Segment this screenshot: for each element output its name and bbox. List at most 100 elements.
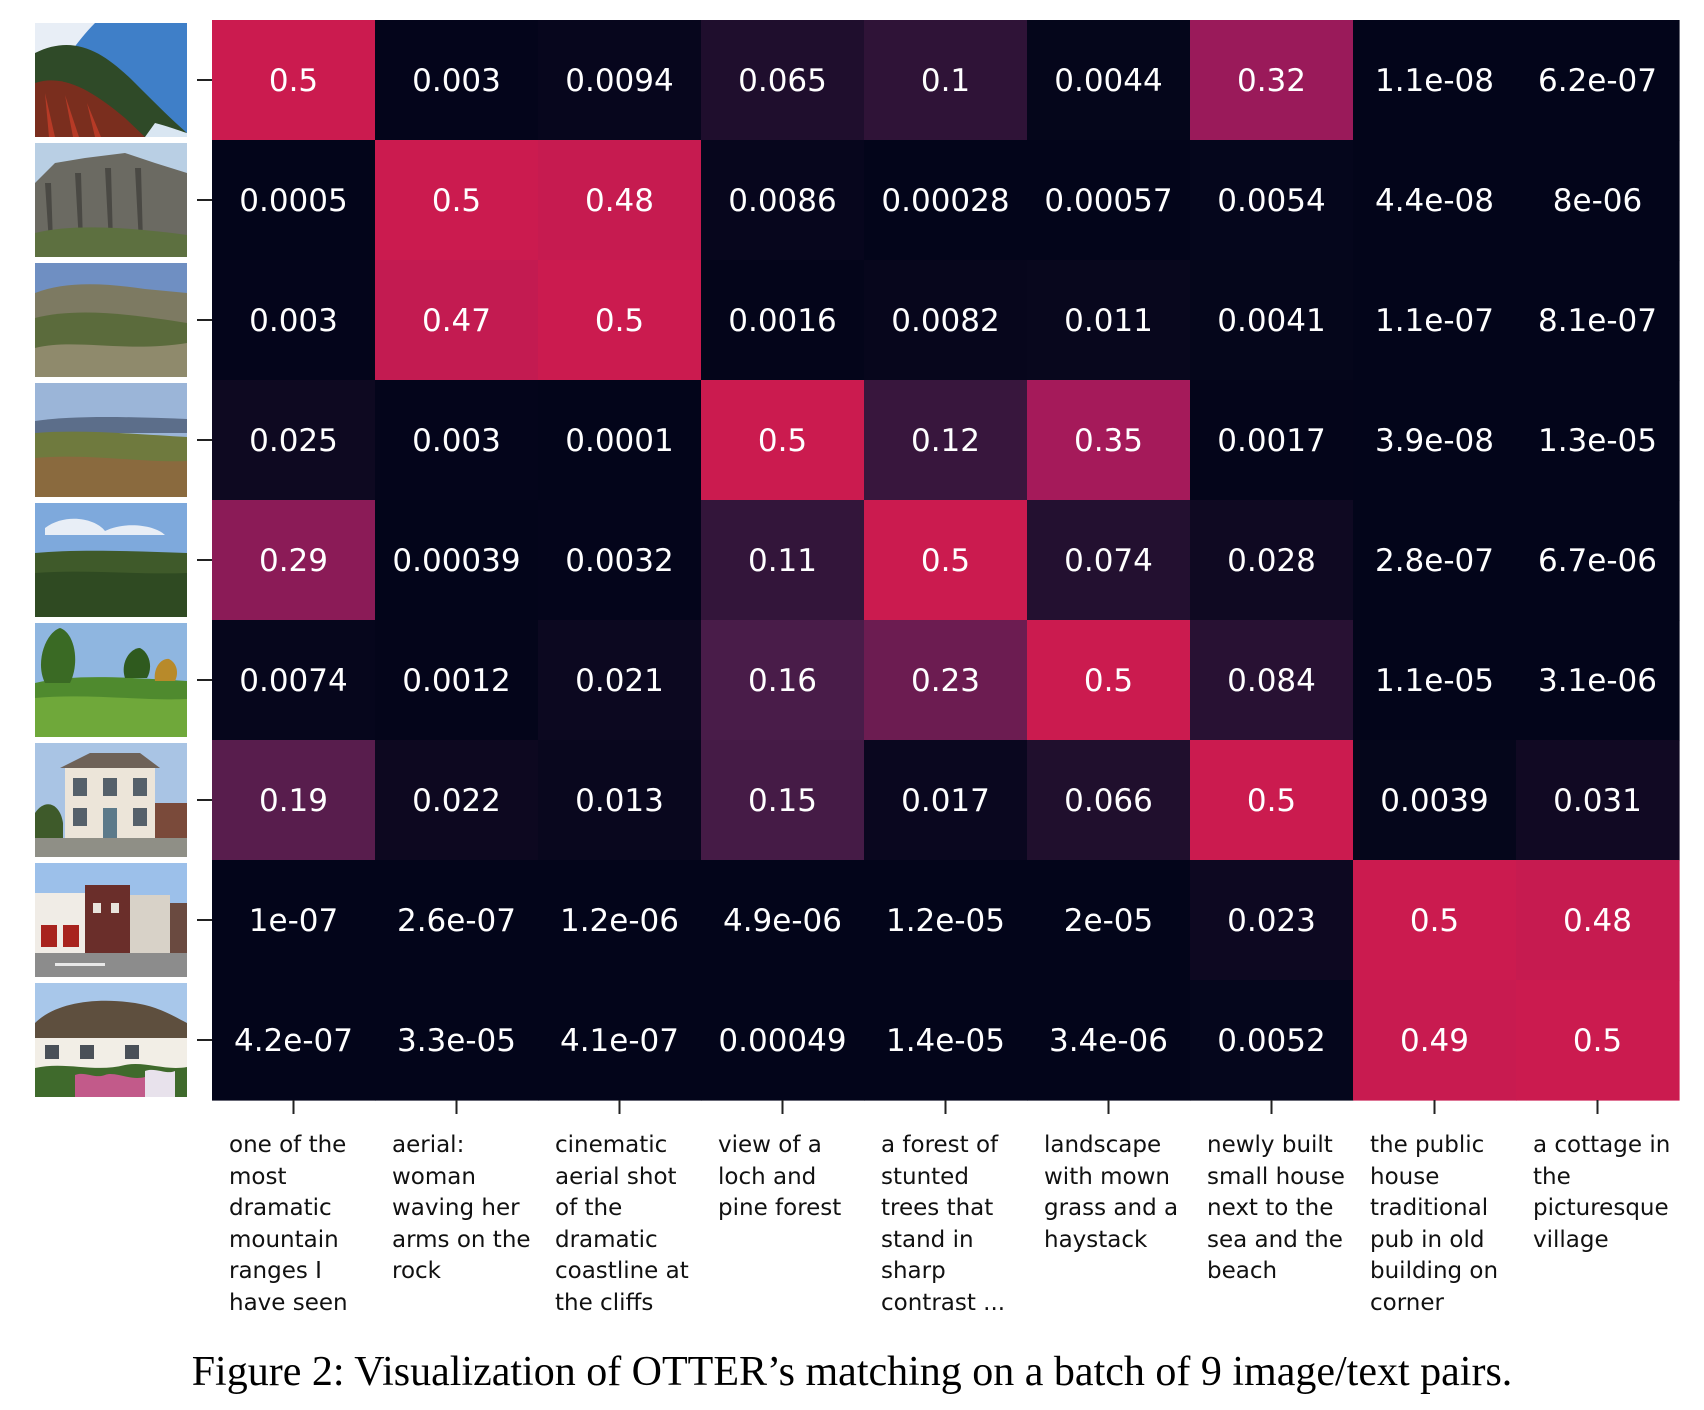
heatmap-cell	[212, 860, 376, 981]
x-axis-label: a forest of stunted trees that stand in …	[881, 1132, 1006, 1316]
heatmap-cell	[864, 380, 1028, 501]
cell-value-label: 0.0074	[239, 663, 347, 699]
cell-value-label: 0.32	[1237, 63, 1306, 99]
heatmap-cell	[1027, 860, 1191, 981]
heatmap-cell	[1027, 380, 1191, 501]
cell-value-label: 0.5	[432, 183, 481, 219]
heatmap-cell	[701, 20, 865, 141]
heatmap-cell	[1516, 980, 1680, 1101]
heatmap-cell	[1190, 620, 1354, 741]
image-1-mountain-coast-cliffs-thumbnail	[35, 23, 187, 137]
cell-value-label: 3.3e-05	[397, 1023, 516, 1059]
cell-value-label: 0.011	[1064, 303, 1153, 339]
cell-value-label: 4.4e-08	[1375, 183, 1494, 219]
x-axis-label: aerial: woman waving her arms on the roc…	[392, 1132, 531, 1284]
x-axis-label: a cottage in the picturesque village	[1533, 1132, 1671, 1253]
cell-value-label: 0.5	[1084, 663, 1133, 699]
cell-value-label: 0.0001	[565, 423, 673, 459]
heatmap-cell	[212, 980, 376, 1101]
cell-value-label: 0.5	[1410, 903, 1459, 939]
cell-value-label: 0.028	[1227, 543, 1316, 579]
cell-value-label: 0.23	[911, 663, 980, 699]
heatmap-cell	[212, 20, 376, 141]
x-axis-label: cinematic aerial shot of the dramatic co…	[555, 1132, 689, 1316]
cell-value-label: 0.0086	[728, 183, 836, 219]
cell-value-label: 0.0054	[1217, 183, 1325, 219]
heatmap-cell	[375, 140, 539, 261]
heatmap-cell	[1516, 500, 1680, 621]
heatmap-cell	[864, 860, 1028, 981]
cell-value-label: 4.9e-06	[723, 903, 842, 939]
heatmap-cell	[1353, 620, 1517, 741]
cell-value-label: 0.031	[1553, 783, 1642, 819]
heatmap-cell	[1516, 20, 1680, 141]
heatmap-cell	[1027, 980, 1191, 1101]
heatmap-cell	[1353, 20, 1517, 141]
heatmap-cell	[538, 740, 702, 861]
cell-value-label: 3.1e-06	[1538, 663, 1657, 699]
heatmap-cell	[538, 260, 702, 381]
cell-value-label: 0.5	[269, 63, 318, 99]
heatmap-cell	[1190, 500, 1354, 621]
cell-value-label: 1.1e-07	[1375, 303, 1494, 339]
cell-value-label: 4.2e-07	[234, 1023, 353, 1059]
x-axis-ticks	[292, 1100, 1599, 1114]
heatmap-cell	[212, 260, 376, 381]
heatmap-cell	[212, 500, 376, 621]
heatmap-cells	[212, 20, 1680, 1101]
heatmap-cell	[375, 260, 539, 381]
cell-value-label: 0.023	[1227, 903, 1316, 939]
heatmap-cell	[864, 500, 1028, 621]
heatmap-cell	[1516, 620, 1680, 741]
cell-value-label: 0.00057	[1044, 183, 1172, 219]
heatmap-cell	[212, 740, 376, 861]
image-8-street-pub-thumbnail	[35, 863, 187, 977]
cell-value-label: 0.48	[1563, 903, 1632, 939]
x-axis-label: one of the most dramatic mountain ranges…	[229, 1132, 348, 1316]
cell-value-label: 0.5	[595, 303, 644, 339]
heatmap-cell	[1353, 140, 1517, 261]
heatmap-cell	[864, 20, 1028, 141]
image-3-rocky-heathland-thumbnail	[35, 263, 187, 377]
cell-value-label: 0.00039	[392, 543, 520, 579]
heatmap-cell	[701, 140, 865, 261]
cell-value-label: 0.074	[1064, 543, 1153, 579]
cell-value-label: 0.0052	[1217, 1023, 1325, 1059]
x-axis-label: view of a loch and pine forest	[718, 1132, 842, 1221]
row-thumbnails	[35, 23, 187, 1097]
heatmap-cell	[538, 860, 702, 981]
heatmap-cell	[1190, 380, 1354, 501]
heatmap-cell	[1027, 740, 1191, 861]
heatmap-cell	[1353, 740, 1517, 861]
heatmap-cell	[1190, 260, 1354, 381]
cell-value-label: 0.0016	[728, 303, 836, 339]
heatmap-cell	[1353, 500, 1517, 621]
image-4-loch-view-moor-thumbnail	[35, 383, 187, 497]
heatmap-cell	[375, 380, 539, 501]
cell-value-label: 0.0005	[239, 183, 347, 219]
cell-value-label: 0.5	[921, 543, 970, 579]
y-axis-ticks	[197, 79, 212, 1041]
cell-value-label: 0.12	[911, 423, 980, 459]
cell-value-label: 0.0012	[402, 663, 510, 699]
cell-value-label: 0.15	[748, 783, 817, 819]
cell-value-label: 0.48	[585, 183, 654, 219]
heatmap-cell	[1190, 860, 1354, 981]
heatmap-cell	[864, 740, 1028, 861]
cell-value-label: 0.0094	[565, 63, 673, 99]
heatmap-cell	[538, 380, 702, 501]
image-5-forest-plain-thumbnail	[35, 503, 187, 617]
heatmap-cell	[701, 980, 865, 1101]
cell-value-label: 0.35	[1074, 423, 1143, 459]
cell-value-label: 0.0039	[1380, 783, 1488, 819]
heatmap-chart: 0.5 0.003 0.0094 0.065 0.1 0.0044 0.32 1.1e-08 6…	[35, 20, 1680, 1114]
heatmap-cell	[1353, 260, 1517, 381]
heatmap-cell	[1353, 860, 1517, 981]
cell-value-label: 0.0032	[565, 543, 673, 579]
heatmap-cell	[212, 620, 376, 741]
heatmap-cell	[538, 980, 702, 1101]
heatmap-cell	[212, 140, 376, 261]
heatmap-cell	[1190, 20, 1354, 141]
cell-value-label: 0.013	[575, 783, 664, 819]
